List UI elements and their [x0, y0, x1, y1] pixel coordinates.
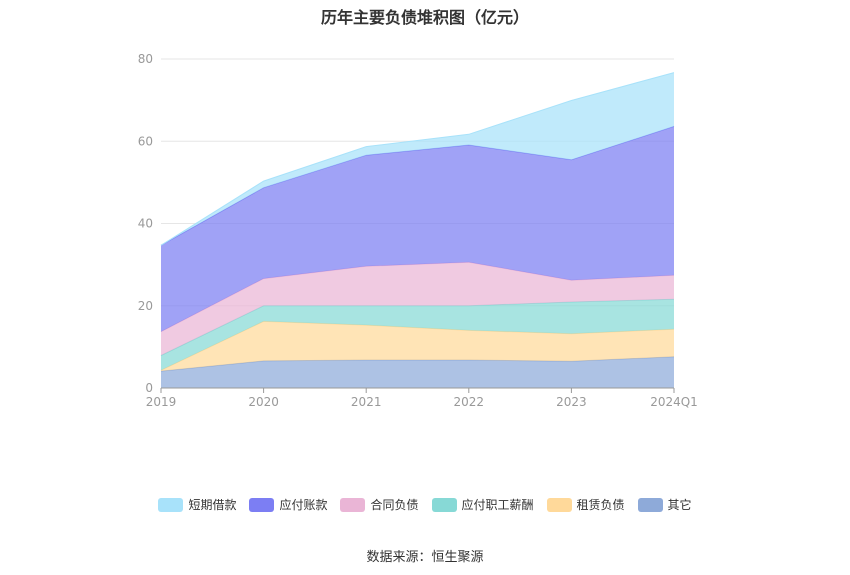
y-tick-label: 80	[138, 52, 153, 66]
legend-label: 其它	[667, 498, 692, 512]
legend-swatch	[546, 497, 572, 512]
legend-swatch	[340, 497, 366, 512]
x-tick-label: 2022	[454, 395, 485, 409]
y-tick-label: 0	[145, 381, 153, 395]
legend-label: 短期借款	[188, 498, 237, 512]
stacked-area-chart: 0 20 40 60 80 2019 2020 2021 2022 2023 2024Q1	[138, 52, 698, 409]
legend-swatch	[249, 497, 275, 512]
x-tick-label: 2019	[146, 395, 177, 409]
legend-item-short-term-loans[interactable]: 短期借款	[158, 496, 236, 513]
x-tick-label: 2023	[556, 395, 587, 409]
legend-item-other[interactable]: 其它	[637, 496, 692, 513]
legend-label: 应付账款	[279, 498, 328, 512]
y-tick-label: 20	[138, 299, 153, 313]
legend-item-employee-payables[interactable]: 应付职工薪酬	[431, 496, 534, 513]
area-series	[161, 262, 674, 356]
area-series	[161, 72, 674, 246]
legend-item-contract-liabilities[interactable]: 合同负债	[340, 496, 419, 513]
legend-item-accounts-payable[interactable]: 应付账款	[249, 496, 327, 513]
y-tick-label: 60	[138, 134, 153, 148]
area-series	[161, 356, 674, 388]
area-series	[161, 321, 674, 372]
legend-swatch	[158, 497, 184, 512]
legend-label: 应付职工薪酬	[461, 498, 534, 512]
x-tick-label: 2021	[351, 395, 382, 409]
y-tick-label: 40	[138, 217, 153, 231]
legend-swatch	[431, 497, 457, 512]
legend-label: 租赁负债	[576, 498, 625, 512]
area-series	[161, 126, 674, 332]
x-tick-label: 2020	[248, 395, 279, 409]
legend-swatch	[637, 497, 663, 512]
x-tick-label: 2024Q1	[650, 395, 698, 409]
area-series-line	[160, 72, 675, 246]
legend-label: 合同负债	[370, 498, 419, 512]
legend-item-lease-liabilities[interactable]: 租赁负债	[546, 496, 625, 513]
chart-legend: 短期借款 应付账款 合同负债 应付职工薪酬 租赁负债 其它	[0, 496, 850, 513]
area-series	[161, 299, 674, 371]
data-source: 数据来源：恒生聚源	[366, 550, 484, 565]
chart-title: 历年主要负债堆积图（亿元）	[320, 8, 529, 27]
